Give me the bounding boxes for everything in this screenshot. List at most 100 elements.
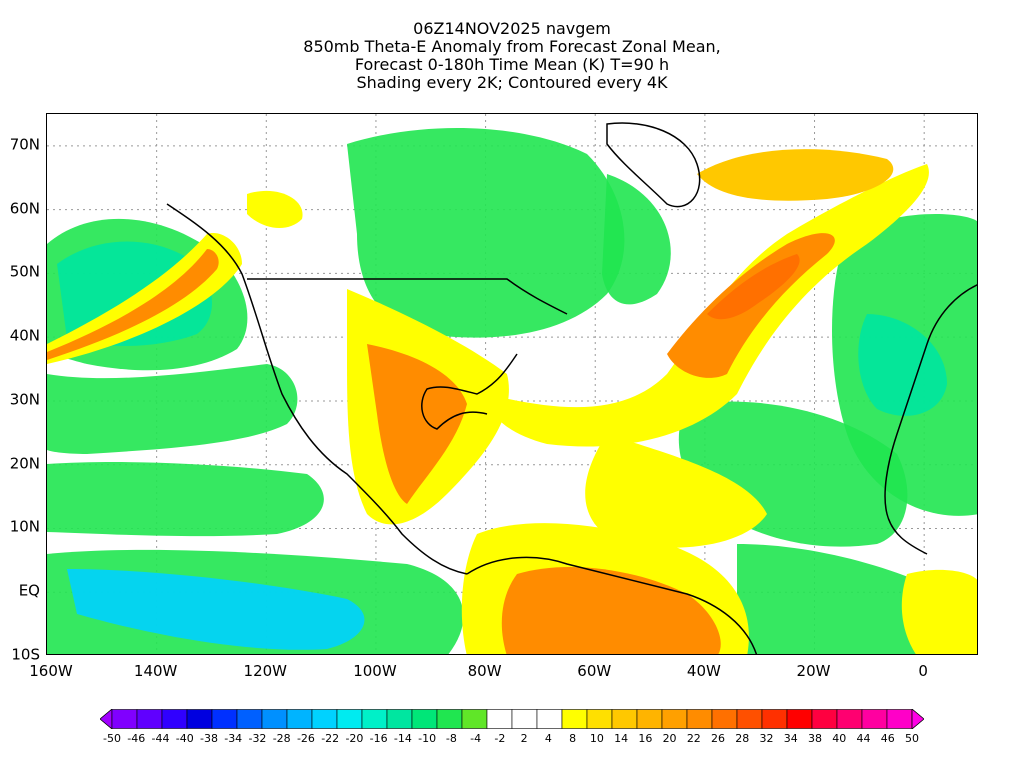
colorbar-swatch xyxy=(311,709,338,729)
colorbar-swatch xyxy=(636,709,663,729)
colorbar-swatch xyxy=(711,709,738,729)
east-atlantic-cool-core xyxy=(858,314,947,416)
colorbar-swatch xyxy=(661,709,688,729)
south-america-coast xyxy=(466,556,758,654)
colorbar-tick-label: -10 xyxy=(418,732,437,745)
lat-tick-label: 20N xyxy=(9,454,40,473)
colorbar-tick-label: -44 xyxy=(151,732,170,745)
colorbar-tick-label: 22 xyxy=(686,732,701,745)
lon-tick-label: 20W xyxy=(796,662,831,680)
north-america-east-coast xyxy=(421,353,518,430)
colorbar-swatch xyxy=(811,709,838,729)
colorbar-tick-label: 28 xyxy=(735,732,750,745)
west-africa-warm-region xyxy=(901,569,977,654)
colorbar-tick-label: 16 xyxy=(638,732,653,745)
colorbar-swatch xyxy=(736,709,763,729)
greenland-coast xyxy=(606,122,701,208)
colorbar-tick-label: 14 xyxy=(614,732,629,745)
colorbar-tick-label: -4 xyxy=(470,732,482,745)
colorbar-swatch xyxy=(861,709,888,729)
title-line-shading: Shading every 2K; Contoured every 4K xyxy=(356,73,668,92)
north-atlantic-cool-region xyxy=(602,174,671,305)
colorbar-tick-label: -40 xyxy=(175,732,194,745)
colorbar-swatch xyxy=(111,709,138,729)
colorbar-tick-label: 38 xyxy=(808,732,823,745)
atlantic-warm-conveyor-peak xyxy=(707,254,800,320)
lat-tick-label: 60N xyxy=(9,199,40,218)
colorbar-swatch xyxy=(136,709,163,729)
colorbar-swatch xyxy=(411,709,438,729)
northeast-pacific-cool-band xyxy=(47,364,298,454)
map-plot-area xyxy=(46,113,978,655)
colorbar-swatch xyxy=(286,709,313,729)
colorbar-swatch xyxy=(236,709,263,729)
colorbar-tick-label: -34 xyxy=(224,732,243,745)
colorbar-swatch xyxy=(261,709,288,729)
lat-tick-label: 30N xyxy=(9,390,40,409)
colorbar-swatch xyxy=(761,709,788,729)
colorbar-tick-label: 20 xyxy=(662,732,677,745)
colorbar-tick-label: -26 xyxy=(296,732,315,745)
tropical-pacific-cool-band xyxy=(47,462,324,537)
cool-anomaly-shading xyxy=(47,127,977,654)
colorbar-swatch xyxy=(186,709,213,729)
colorbar-tick-label: -2 xyxy=(494,732,506,745)
lon-tick-label: 100W xyxy=(353,662,397,680)
lat-tick-label: EQ xyxy=(18,581,40,600)
lat-tick-label: 70N xyxy=(9,135,40,154)
colorbar-swatch xyxy=(686,709,713,729)
lon-tick-label: 0 xyxy=(918,662,928,680)
colorbar-tick-label: 46 xyxy=(880,732,895,745)
colorbar-tick-label: -8 xyxy=(445,732,457,745)
colorbar xyxy=(100,709,924,729)
lat-tick-label: 10S xyxy=(11,645,40,664)
europe-africa-coast xyxy=(884,284,977,555)
tropical-atlantic-warm-region xyxy=(585,434,767,548)
colorbar-tick-label: 50 xyxy=(905,732,919,745)
map-title: 06Z14NOV2025 navgem 850mb Theta-E Anomal… xyxy=(0,20,1024,92)
lat-tick-label: 40N xyxy=(9,326,40,345)
colorbar-tick-label: -14 xyxy=(393,732,412,745)
colorbar-tick-label: 10 xyxy=(589,732,604,745)
colorbar-swatch xyxy=(386,709,413,729)
lon-tick-label: 80W xyxy=(467,662,502,680)
colorbar-swatch xyxy=(486,709,513,729)
west-coast-warm-patch xyxy=(247,190,303,229)
colorbar-tick-label: 32 xyxy=(759,732,774,745)
colorbar-swatch xyxy=(611,709,638,729)
lon-tick-label: 160W xyxy=(29,662,73,680)
colorbar-max-arrow xyxy=(911,709,924,729)
colorbar-swatch xyxy=(336,709,363,729)
colorbar-tick-label: 8 xyxy=(569,732,577,745)
colorbar-swatch xyxy=(586,709,613,729)
colorbar-swatch xyxy=(511,709,538,729)
colorbar-tick-label: -20 xyxy=(345,732,364,745)
colorbar-swatch xyxy=(786,709,813,729)
colorbar-swatch xyxy=(886,709,913,729)
lat-tick-label: 50N xyxy=(9,262,40,281)
title-line-date-model: 06Z14NOV2025 navgem xyxy=(413,19,611,38)
greenland-warm-region xyxy=(697,149,894,201)
coastlines xyxy=(166,122,977,654)
colorbar-tick-label: 4 xyxy=(544,732,552,745)
colorbar-swatch xyxy=(436,709,463,729)
us-canada-border xyxy=(247,278,568,315)
lon-tick-label: 120W xyxy=(243,662,288,680)
colorbar-tick-label: -46 xyxy=(127,732,146,745)
north-america-west-coast xyxy=(166,203,468,575)
colorbar-swatch xyxy=(536,709,563,729)
lat-tick-label: 10N xyxy=(9,517,40,536)
colorbar-tick-label: -50 xyxy=(103,732,121,745)
colorbar-swatch xyxy=(211,709,238,729)
colorbar-min-arrow xyxy=(100,709,113,729)
colorbar-tick-label: 40 xyxy=(832,732,847,745)
colorbar-tick-label: -28 xyxy=(272,732,291,745)
lon-tick-label: 140W xyxy=(133,662,178,680)
gulf-mexico-warm-core xyxy=(367,344,467,504)
colorbar-tick-label: -38 xyxy=(199,732,218,745)
colorbar-swatch xyxy=(561,709,588,729)
colorbar-tick-label: 44 xyxy=(856,732,871,745)
pacific-warm-plume-core xyxy=(47,249,219,360)
lon-tick-label: 60W xyxy=(577,662,612,680)
colorbar-swatch xyxy=(836,709,863,729)
